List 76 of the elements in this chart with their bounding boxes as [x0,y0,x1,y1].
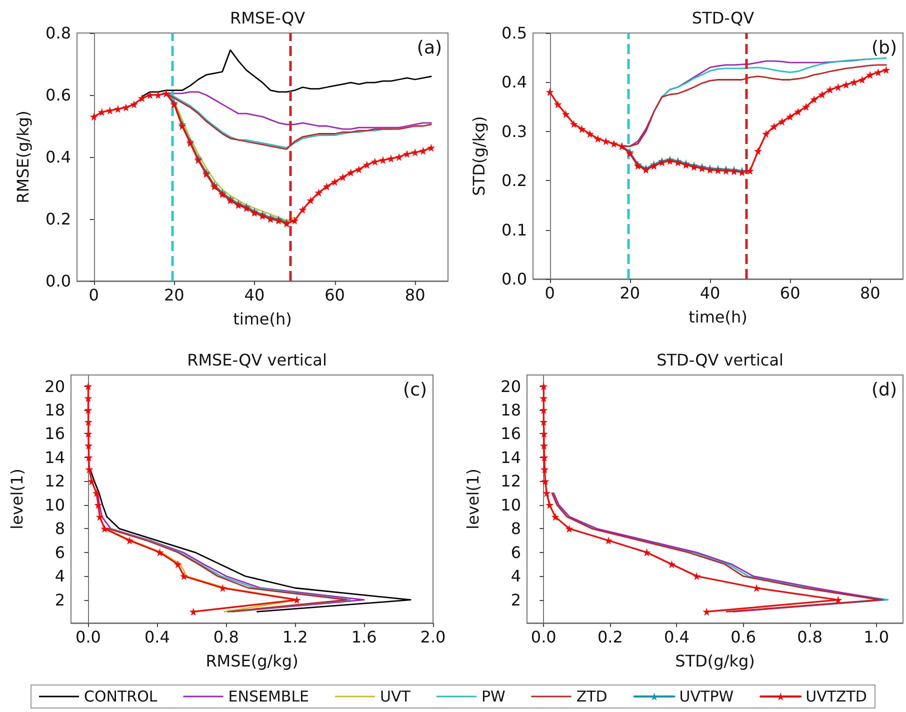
y-tick-label: 12 [44,472,65,491]
x-tick-label: 0.6 [730,628,756,646]
y-tick-label: 10 [500,495,521,514]
y-tick-label: 14 [44,448,65,467]
x-tick-label: 0.4 [144,628,170,646]
x-tick-label: 2.0 [420,628,446,646]
x-tick-label: 1.0 [864,628,890,646]
y-tick-label: 0.8 [46,24,71,42]
x-tick-label: 40 [700,284,720,302]
y-tick-label: 16 [44,424,65,444]
y-tick-label: 18 [44,400,65,420]
chart-title: RMSE-QV vertical [187,350,327,370]
annotation: (c) [403,380,428,400]
y-tick-label: 0.4 [46,148,71,166]
y-tick-label: 0.2 [502,171,527,190]
y-tick-label: 4 [510,566,521,586]
x-tick-label: 80 [860,284,880,302]
x-tick-label: 60 [324,286,345,304]
chart-title: STD-QV [692,8,754,28]
x-tick-label: 0.8 [797,628,823,646]
x-tick-label: 20 [620,284,640,302]
annotation: (d) [872,380,898,400]
x-axis-title: STD(g/kg) [675,652,755,670]
y-tick-label: 0.4 [502,72,527,92]
y-tick-label: 2 [510,590,521,610]
y-tick-label: 0.0 [46,272,71,290]
y-tick-label: 6 [510,542,521,562]
y-tick-label: 10 [44,495,65,514]
y-tick-label: 8 [54,519,65,538]
x-tick-label: 1.2 [282,628,308,646]
x-axis-title: time(h) [233,310,292,328]
y-tick-label: 0.1 [502,220,527,240]
x-tick-label: 0.8 [213,628,239,646]
y-tick-label: 8 [510,519,521,538]
y-tick-label: 18 [500,400,521,420]
legend-label: ENSEMBLE [228,688,310,706]
x-tick-label: 0 [544,284,555,302]
x-tick-label: 40 [244,286,265,304]
legend-label: PW [481,688,506,706]
legend-label: UVT [380,688,412,706]
x-tick-label: 0.2 [597,628,623,646]
y-axis-title: level(1) [8,468,26,530]
annotation: (b) [872,38,898,58]
x-tick-label: 0.0 [76,628,101,646]
x-axis-title: RMSE(g/kg) [206,652,298,670]
legend-label: UVTZTD [806,688,867,706]
chart-title: STD-QV vertical [656,350,784,370]
y-tick-label: 20 [500,376,521,396]
y-axis-title: STD(g/kg) [470,116,488,196]
y-tick-label: 6 [54,542,65,562]
y-tick-label: 4 [54,566,65,586]
y-tick-label: 12 [500,472,521,491]
y-tick-label: 0.0 [502,270,527,288]
y-tick-label: 20 [44,376,65,396]
y-axis-title: RMSE(g/kg) [14,110,32,204]
y-tick-label: 0.6 [46,86,71,104]
x-tick-label: 0.4 [664,628,690,646]
y-tick-label: 0.3 [502,122,527,141]
annotation: (a) [416,38,442,58]
x-tick-label: 0.0 [530,628,556,646]
y-tick-label: 0.5 [502,24,527,42]
y-tick-label: 14 [500,448,521,467]
y-tick-label: 0.2 [46,210,71,228]
y-axis-title: level(1) [464,468,482,530]
legend-label: ZTD [576,688,608,706]
chart-title: RMSE-QV [230,8,306,28]
x-tick-label: 80 [404,286,426,304]
legend-label: CONTROL [84,688,158,706]
x-tick-label: 1.6 [351,628,377,646]
x-tick-label: 60 [780,284,800,302]
y-tick-label: 2 [54,590,65,610]
legend-label: UVTPW [679,688,734,706]
x-axis-title: time(h) [688,308,748,326]
x-tick-label: 20 [164,286,184,304]
x-tick-label: 0 [88,286,99,304]
y-tick-label: 16 [500,424,521,444]
